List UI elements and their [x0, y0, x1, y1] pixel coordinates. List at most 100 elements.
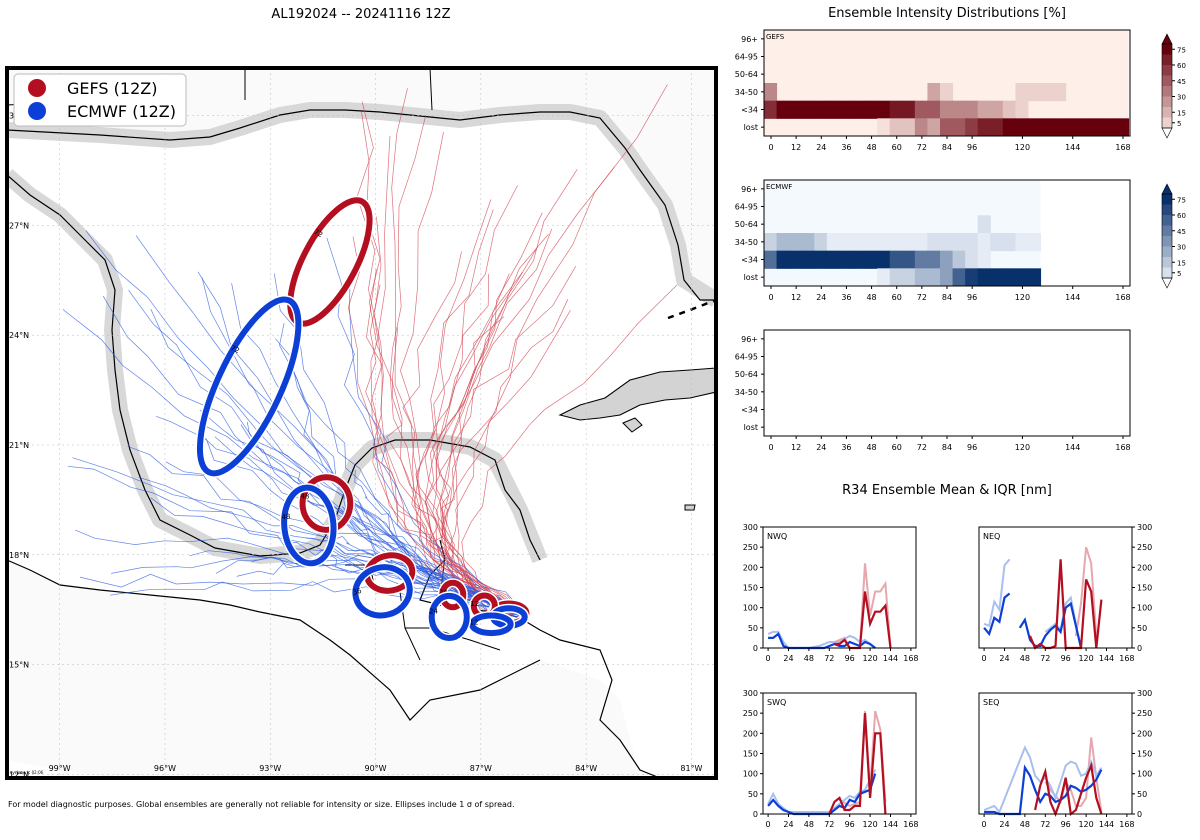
heatmap-cell: [977, 250, 991, 269]
intensity-x-tick: 84: [942, 143, 952, 152]
cuba: [558, 367, 716, 421]
heatmap-cell: [826, 233, 840, 252]
heatmap-cell: [927, 233, 941, 252]
r34-y-tick: 300: [1137, 689, 1152, 698]
r34-y-tick: 250: [743, 543, 758, 552]
intensity-x-tick: 12: [791, 143, 801, 152]
r34-x-tick: 72: [1040, 654, 1050, 663]
r34-y-tick: 0: [1137, 810, 1142, 819]
r34-y-tick: 200: [1137, 563, 1152, 572]
r34-y-tick: 300: [1137, 523, 1152, 532]
heatmap-cell: [776, 250, 790, 269]
heatmap-cell: [1116, 118, 1130, 137]
heatmap-cell: [889, 100, 903, 119]
intensity-colorbar: 5 15 30 45 60 75: [1161, 33, 1186, 139]
heatmap-cell: [965, 250, 979, 269]
intensity-x-tick: 36: [841, 143, 851, 152]
r34-y-tick: 0: [753, 810, 758, 819]
colorbar-tick: 30: [1177, 94, 1186, 102]
r34-panel-label: NEQ: [983, 532, 1000, 541]
r34-series-line: [1074, 546, 1098, 637]
r34-x-tick: 144: [883, 820, 898, 829]
r34-x-tick: 72: [1040, 820, 1050, 829]
heatmap-cell: [801, 250, 815, 269]
heatmap-cell: [927, 100, 941, 119]
heatmap-cell: [914, 233, 928, 252]
heatmap-cell: [789, 100, 803, 119]
heatmap-cell: [889, 118, 903, 137]
r34-series-line: [983, 558, 1011, 628]
intensity-x-tick: 84: [942, 443, 952, 452]
r34-x-tick: 144: [883, 654, 898, 663]
r34-y-tick: 0: [753, 644, 758, 653]
map-title: AL192024 -- 20241116 12Z: [271, 7, 450, 22]
r34-series-line: [1034, 761, 1103, 818]
r34-series-line: [1044, 737, 1103, 813]
intensity-row-label: 50-64: [735, 220, 758, 229]
heatmap-cell: [902, 118, 916, 137]
intensity-row-label: 96+: [741, 35, 758, 44]
r34-y-tick: 150: [743, 584, 758, 593]
r34-panel-neq: NEQ 0 50 100 150 200 250 300 0 24 48 72 96 120 144 168: [978, 523, 1152, 663]
heatmap-cell: [965, 268, 979, 287]
intensity-panel-ecmwf: ECMWF 96+ 64-95 50-64 34-50 <34 lost 0 12 24 36 48 6…: [735, 179, 1186, 302]
intensity-x-tick: 84: [942, 293, 952, 302]
heatmap-cell: [1103, 118, 1117, 137]
heatmap-cell: [965, 118, 979, 137]
r34-y-tick: 100: [743, 770, 758, 779]
intensity-x-tick: 60: [892, 143, 902, 152]
heatmap-cell: [764, 233, 778, 252]
r34-series-line: [983, 592, 1011, 637]
intensity-x-tick: 36: [841, 443, 851, 452]
heatmap-cell: [877, 233, 891, 252]
intensity-x-tick: 72: [917, 443, 927, 452]
heatmap-cell: [1015, 100, 1029, 119]
track-line: [347, 236, 511, 609]
r34-x-tick: 0: [766, 654, 771, 663]
intensity-row-label: 96+: [741, 185, 758, 194]
heatmap-cell: [965, 233, 979, 252]
legend-ecmwf-marker: [28, 102, 46, 120]
r34-x-tick: 96: [1061, 820, 1071, 829]
colorbar-tick: 60: [1177, 62, 1186, 70]
heatmap-cell: [927, 83, 941, 102]
intensity-x-tick: 72: [917, 293, 927, 302]
heatmap-cell: [914, 100, 928, 119]
heatmap-cell: [990, 118, 1004, 137]
heatmap-cell: [940, 250, 954, 269]
lat-label: 27°N: [9, 221, 29, 230]
r34-y-tick: 200: [743, 563, 758, 572]
intensity-panel-label: ECMWF: [766, 183, 792, 191]
intensity-x-tick: 144: [1065, 293, 1080, 302]
r34-y-tick: 200: [743, 729, 758, 738]
heatmap-cell: [1002, 100, 1016, 119]
intensity-x-tick: 120: [1015, 443, 1030, 452]
heatmap-cell: [826, 100, 840, 119]
intensity-x-tick: 0: [768, 143, 773, 152]
heatmap-cell: [952, 118, 966, 137]
track-line: [349, 270, 519, 607]
intensity-x-tick: 0: [768, 443, 773, 452]
r34-y-tick: 100: [1137, 770, 1152, 779]
lon-label: 87°W: [470, 764, 492, 773]
r34-x-tick: 48: [804, 820, 814, 829]
intensity-row-label: 64-95: [735, 53, 758, 62]
r34-series-line: [834, 563, 892, 649]
colorbar-tick: 60: [1177, 212, 1186, 220]
heatmap-cell: [952, 100, 966, 119]
lat-label: 12°N: [9, 770, 29, 779]
watermark: cyclone.tc 02:06: [10, 770, 44, 775]
r34-x-tick: 0: [766, 820, 771, 829]
colorbar-tick: 30: [1177, 244, 1186, 252]
intensity-x-tick: 60: [892, 293, 902, 302]
intensity-x-tick: 0: [768, 293, 773, 302]
r34-y-tick: 0: [1137, 644, 1142, 653]
heatmap-cell: [977, 268, 991, 287]
heatmap-cell: [914, 118, 928, 137]
track-line: [391, 88, 523, 610]
intensity-row-label: 64-95: [735, 353, 758, 362]
r34-x-tick: 24: [783, 820, 793, 829]
ecmwf-ellipse-hour-label: 12: [470, 619, 479, 627]
intensity-row-label: <34: [741, 406, 758, 415]
